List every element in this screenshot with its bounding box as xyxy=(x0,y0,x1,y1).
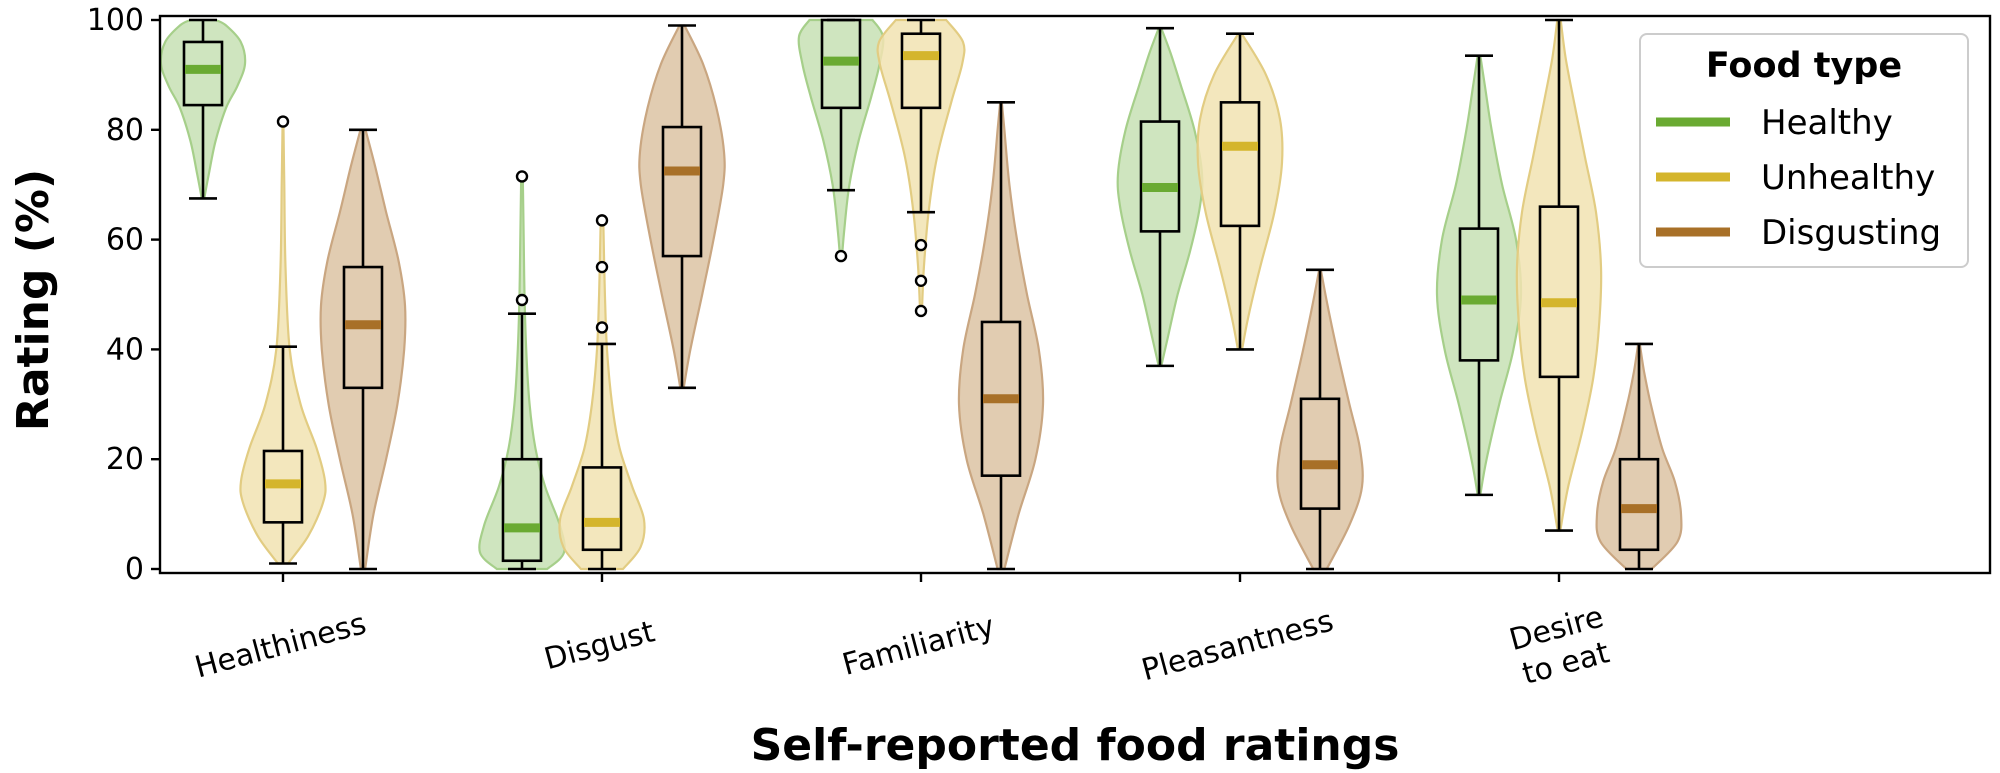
iqr-box xyxy=(661,125,703,258)
y-tick-label: 20 xyxy=(106,442,144,477)
violin-group-unhealthy-5 xyxy=(1515,18,1603,532)
violin-group-disgusting-5 xyxy=(1595,342,1683,571)
violin-group-disgusting-3 xyxy=(957,101,1045,571)
iqr-box xyxy=(342,265,384,390)
x-tick-label: Healthiness xyxy=(191,606,370,685)
iqr-box xyxy=(1618,457,1660,552)
iqr-box xyxy=(1458,227,1500,362)
iqr-box xyxy=(1139,120,1181,233)
y-tick-label: 0 xyxy=(125,552,144,587)
legend-items: Healthy Unhealthy Disgusting xyxy=(1656,103,1941,253)
violin-group-healthy-2 xyxy=(478,170,566,571)
legend-label-unhealthy: Unhealthy xyxy=(1761,158,1935,198)
x-tick-label: Familiarity xyxy=(839,609,998,683)
x-tick-label-line: Healthiness xyxy=(191,606,370,685)
iqr-box xyxy=(182,40,224,107)
y-tick-label: 40 xyxy=(106,332,144,367)
iqr-box xyxy=(1538,205,1580,379)
outlier-point xyxy=(276,115,290,128)
iqr-box xyxy=(820,18,862,110)
legend-title: Food type xyxy=(1706,46,1902,86)
iqr-box xyxy=(980,320,1022,477)
violin-group-unhealthy-3 xyxy=(876,18,966,318)
iqr-box xyxy=(1219,101,1261,228)
violin-body xyxy=(239,120,327,565)
violin-group-healthy-4 xyxy=(1116,26,1204,368)
outlier-point xyxy=(515,170,529,183)
legend: Food type Healthy Unhealthy Disgusting xyxy=(1639,33,1969,268)
violin-group-healthy-5 xyxy=(1435,54,1523,497)
violin-group-unhealthy-4 xyxy=(1196,32,1284,351)
x-tick-label: Desireto eat xyxy=(1506,600,1617,693)
x-tick-label-line: Disgust xyxy=(541,614,659,677)
violin-group-unhealthy-2 xyxy=(558,214,646,571)
violin-group-disgusting-2 xyxy=(638,24,726,390)
x-tick-label-line: Pleasantness xyxy=(1138,603,1337,688)
plot-frame xyxy=(158,14,1992,575)
violin-group-disgusting-1 xyxy=(319,128,407,571)
outlier-point xyxy=(914,238,928,252)
y-tick-label: 100 xyxy=(87,3,144,38)
x-axis-title: Self-reported food ratings xyxy=(751,720,1400,771)
iqr-box xyxy=(900,32,942,110)
outlier-point xyxy=(515,293,529,307)
iqr-box xyxy=(501,457,543,563)
violin-group-healthy-1 xyxy=(159,18,247,200)
iqr-box xyxy=(581,466,623,552)
outlier-point xyxy=(595,260,609,274)
x-tick-label: Disgust xyxy=(541,614,659,677)
x-tick-label-line: Familiarity xyxy=(839,609,998,683)
iqr-box xyxy=(262,449,304,524)
outlier-point xyxy=(914,274,928,287)
violin-group-healthy-3 xyxy=(797,18,885,263)
violin-group-disgusting-4 xyxy=(1276,268,1364,571)
outlier-point xyxy=(595,321,609,334)
y-axis-title: Rating (%) xyxy=(8,169,59,431)
series-disgusting xyxy=(319,24,1683,571)
y-tick-label: 60 xyxy=(106,223,144,258)
outlier-point xyxy=(914,304,928,318)
series-unhealthy xyxy=(239,18,1603,571)
outlier-point xyxy=(834,249,848,263)
violin-group-unhealthy-1 xyxy=(239,115,327,565)
legend-box xyxy=(1639,33,1969,268)
series-healthy xyxy=(159,18,1523,571)
y-tick-label: 80 xyxy=(106,113,144,148)
legend-label-healthy: Healthy xyxy=(1761,103,1893,143)
outlier-point xyxy=(595,214,609,227)
plot-marks xyxy=(159,18,1683,571)
legend-label-disgusting: Disgusting xyxy=(1761,213,1941,253)
x-tick-label: Pleasantness xyxy=(1138,603,1337,688)
iqr-box xyxy=(1299,397,1341,510)
